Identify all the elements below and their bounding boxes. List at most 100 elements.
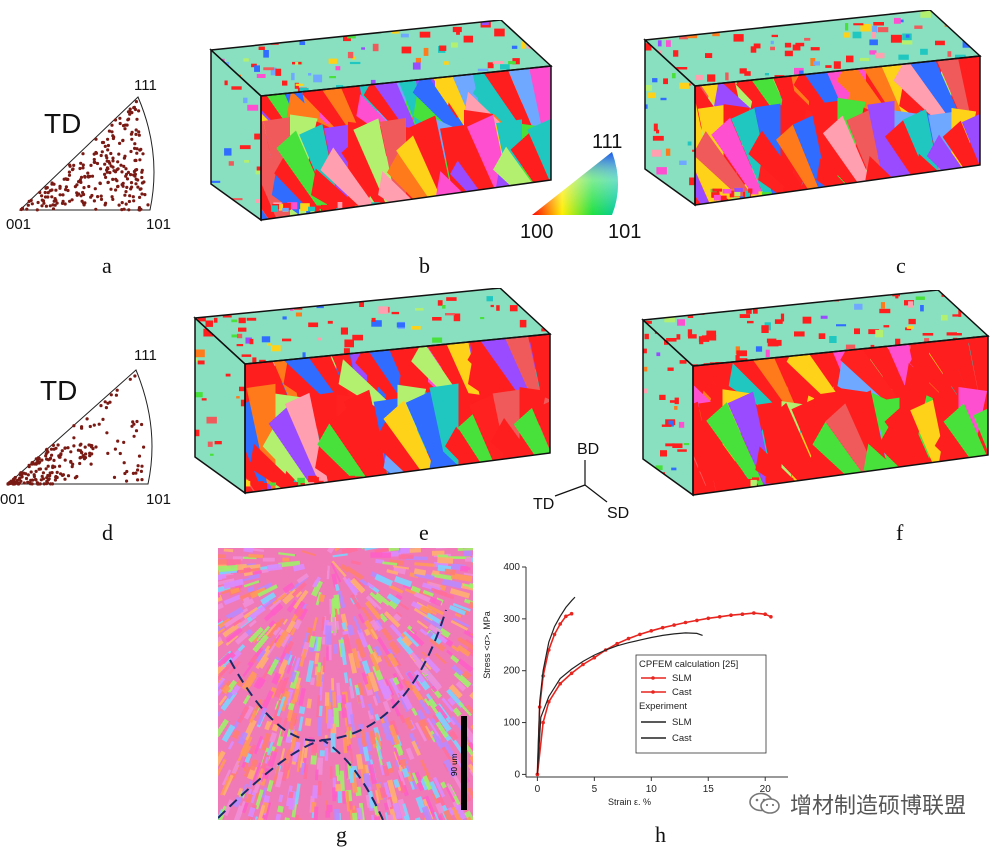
pole-point [133, 374, 137, 378]
grain [970, 23, 977, 28]
grain [446, 649, 453, 656]
grain [316, 695, 321, 718]
grain [834, 485, 841, 495]
pole-point [93, 187, 97, 191]
grain [316, 305, 324, 309]
grain [358, 477, 369, 487]
grain [977, 16, 980, 23]
grain [401, 635, 413, 648]
grain [328, 644, 332, 661]
grain [286, 599, 299, 613]
grain [345, 566, 364, 581]
grain [920, 10, 932, 18]
grain [417, 781, 425, 792]
pole-point [29, 198, 33, 202]
grain [496, 205, 501, 212]
grain [652, 149, 662, 157]
grain [225, 627, 243, 643]
grain [396, 600, 410, 611]
pole-point [44, 204, 49, 208]
pole-point [123, 471, 127, 476]
grain [469, 755, 473, 771]
grain [795, 42, 805, 47]
grain [458, 701, 472, 717]
grain [845, 23, 849, 31]
grain [337, 590, 346, 609]
grain [983, 480, 988, 488]
pole-point [129, 149, 133, 154]
grain [416, 620, 429, 630]
grain [655, 465, 663, 470]
grain [482, 213, 493, 218]
grain [478, 209, 485, 213]
pole-point [63, 446, 67, 450]
grain [260, 690, 274, 712]
grain [656, 167, 667, 175]
data-point [706, 616, 711, 621]
grain [297, 477, 305, 486]
pole-point [128, 112, 132, 116]
grain [329, 766, 333, 779]
grain [667, 367, 674, 371]
ipf-color-key: 111 100 101 [520, 131, 641, 243]
grain [326, 570, 330, 580]
grain [269, 482, 277, 486]
pole-point [105, 156, 109, 160]
grain [233, 796, 242, 808]
grain [264, 720, 272, 731]
grain [252, 634, 269, 653]
data-point [729, 613, 733, 617]
grain [973, 187, 978, 191]
watermark-text: 增材制造硕博联盟 [789, 794, 966, 819]
grain [395, 611, 403, 619]
grain [236, 396, 240, 399]
grain [664, 314, 676, 323]
pole-point [86, 174, 90, 178]
grain [400, 33, 409, 38]
pole-point [53, 203, 57, 207]
grain [955, 171, 966, 178]
grain [343, 35, 351, 42]
pole-point [26, 203, 30, 207]
grain [978, 295, 982, 300]
grain [448, 716, 457, 726]
grain [393, 778, 400, 788]
grain [197, 360, 205, 365]
pole-point [108, 161, 112, 165]
grain [647, 92, 656, 99]
grain [939, 190, 948, 199]
pole-point [109, 393, 113, 397]
grain [854, 183, 863, 190]
pole-point [100, 140, 105, 145]
pole-point [106, 137, 110, 141]
grain [340, 563, 350, 573]
grain [221, 769, 232, 786]
pole-point [16, 482, 20, 486]
grain [264, 756, 269, 764]
grain [917, 483, 922, 487]
grain [324, 625, 332, 645]
axes-triad-sd-line [584, 484, 608, 503]
grain [388, 640, 401, 655]
grain [378, 483, 384, 488]
grain [375, 592, 391, 606]
data-point [649, 629, 654, 633]
grain [243, 58, 249, 62]
grain [753, 305, 758, 314]
grain [739, 314, 751, 318]
grain [327, 320, 333, 324]
pole-point [115, 388, 119, 392]
legend-entry-slm-calc-marker [651, 676, 655, 680]
grain [679, 496, 687, 500]
pole-point [72, 436, 76, 440]
grain [248, 477, 257, 481]
grain [299, 41, 306, 45]
grain [968, 191, 975, 200]
grain [428, 221, 437, 225]
grain [256, 74, 266, 78]
grain [413, 591, 433, 604]
grain [239, 386, 245, 392]
grain [376, 292, 380, 295]
grain [663, 25, 675, 29]
pole-figure-d-title: TD [40, 375, 77, 406]
